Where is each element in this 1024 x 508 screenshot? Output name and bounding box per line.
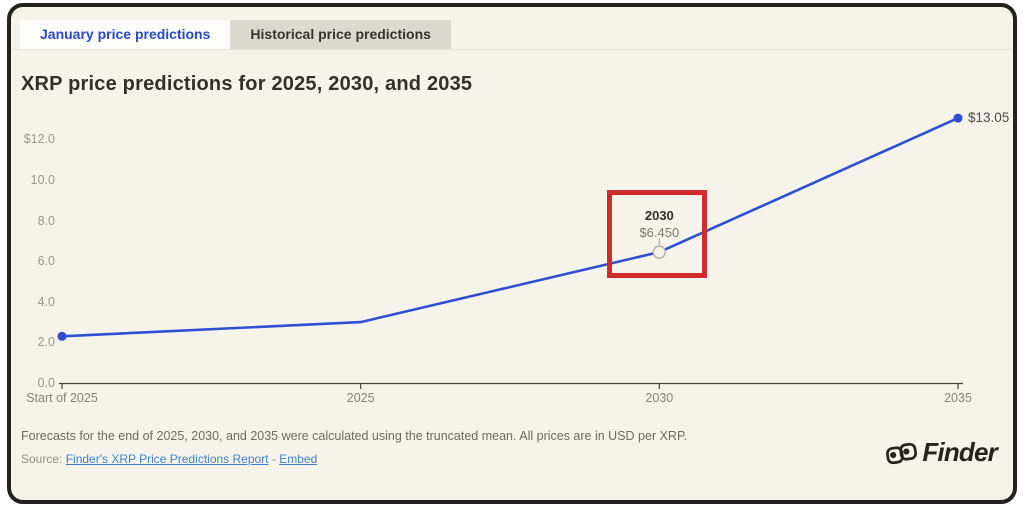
widget-frame: January price predictions Historical pri… [7,3,1017,504]
source-report-link[interactable]: Finder's XRP Price Predictions Report [65,452,269,466]
embed-link[interactable]: Embed [279,452,318,466]
highlight-box [607,190,708,279]
finder-logo[interactable]: Finder [885,437,998,468]
tab-bar: January price predictions Historical pri… [20,20,451,49]
line-chart-area[interactable]: $12.0 10.0 8.0 6.0 4.0 2.0 0.0 Start of 2025 202… [11,7,1013,500]
x-axis-tick-label: 2025 [346,391,375,405]
final-price-label: $13.05 [968,110,1010,126]
tab-january-price-predictions[interactable]: January price predictions [20,20,231,49]
x-axis-tick-label: 2035 [944,391,972,405]
source-separator: - [271,452,276,466]
tooltip-price-label: $6.450 [639,225,680,241]
tab-historical-price-predictions[interactable]: Historical price predictions [230,20,451,49]
x-axis-tick-label: 2030 [645,391,674,405]
finder-logo-text: Finder [922,437,997,467]
finder-eyes-icon [885,438,919,468]
y-axis-tick-label: 2.0 [37,335,55,350]
y-axis-tick-label: $12.0 [23,132,55,147]
methodology-note: Forecasts for the end of 2025, 2030, and… [21,429,688,443]
chart-title: XRP price predictions for 2025, 2030, an… [21,73,473,95]
source-line: Source: Finder's XRP Price Predictions R… [21,452,317,466]
y-axis-tick-label: 6.0 [37,254,55,269]
price-line-plot [57,113,963,389]
y-axis-tick-label: 4.0 [37,294,55,309]
tab-divider [11,49,1013,50]
tooltip-year-label: 2030 [644,208,674,224]
x-axis-tick-label: Start of 2025 [26,391,98,405]
y-axis-tick-label: 10.0 [30,173,55,187]
y-axis-tick-label: 8.0 [37,213,55,228]
source-prefix-label: Source: [21,452,63,466]
y-axis-tick-label: 0.0 [37,376,55,390]
